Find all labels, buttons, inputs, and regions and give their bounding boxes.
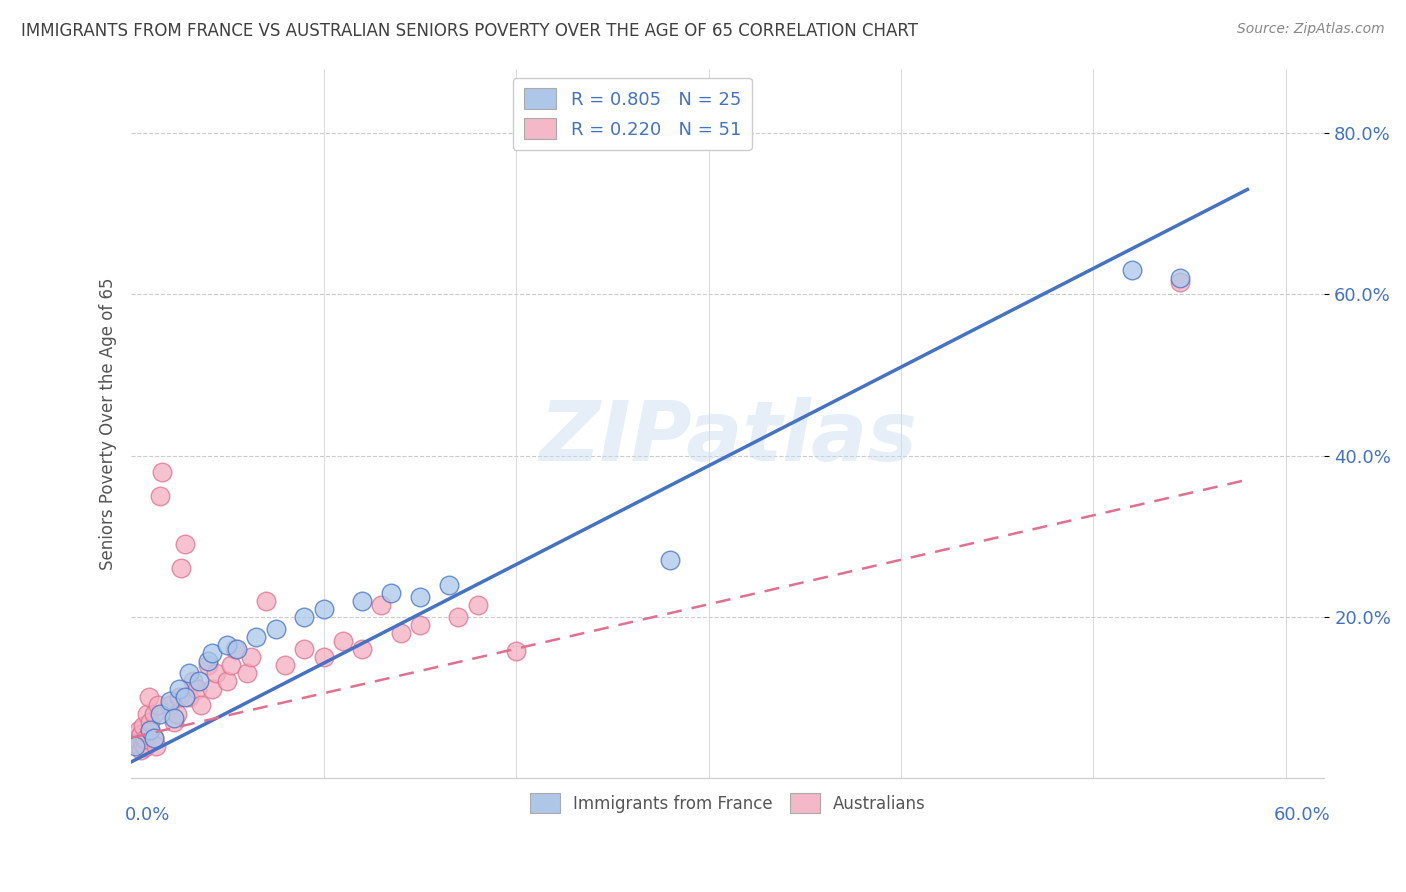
Point bbox=[135, 706, 157, 721]
Text: 60.0%: 60.0% bbox=[1274, 806, 1330, 824]
Point bbox=[174, 537, 197, 551]
Point bbox=[312, 601, 335, 615]
Point bbox=[124, 737, 146, 751]
Point bbox=[143, 706, 166, 721]
Point bbox=[190, 698, 212, 713]
Point bbox=[134, 732, 156, 747]
Point bbox=[174, 690, 197, 705]
Point bbox=[224, 642, 246, 657]
Point bbox=[159, 698, 181, 713]
Legend: Immigrants from France, Australians: Immigrants from France, Australians bbox=[523, 787, 932, 820]
Point bbox=[128, 723, 150, 737]
Point bbox=[181, 674, 204, 689]
Point bbox=[332, 634, 354, 648]
Point bbox=[177, 690, 200, 705]
Point bbox=[128, 735, 150, 749]
Text: Source: ZipAtlas.com: Source: ZipAtlas.com bbox=[1237, 22, 1385, 37]
Point bbox=[312, 650, 335, 665]
Point bbox=[274, 658, 297, 673]
Point bbox=[409, 590, 432, 604]
Point bbox=[132, 737, 155, 751]
Point bbox=[201, 682, 224, 697]
Point bbox=[129, 726, 152, 740]
Point bbox=[239, 650, 262, 665]
Point bbox=[294, 609, 316, 624]
Point bbox=[139, 723, 162, 737]
Point bbox=[217, 674, 239, 689]
Text: ZIPatlas: ZIPatlas bbox=[538, 397, 917, 478]
Point bbox=[138, 690, 160, 705]
Point bbox=[659, 553, 682, 567]
Point bbox=[132, 718, 155, 732]
Y-axis label: Seniors Poverty Over the Age of 65: Seniors Poverty Over the Age of 65 bbox=[100, 277, 117, 569]
Point bbox=[221, 658, 243, 673]
Point bbox=[139, 723, 162, 737]
Point bbox=[169, 690, 191, 705]
Point bbox=[162, 714, 184, 729]
Point bbox=[447, 609, 470, 624]
Point bbox=[129, 743, 152, 757]
Point bbox=[187, 674, 209, 689]
Point bbox=[186, 682, 208, 697]
Point bbox=[254, 593, 277, 607]
Point bbox=[145, 739, 167, 753]
Point bbox=[389, 626, 412, 640]
Point bbox=[139, 714, 162, 729]
Point bbox=[162, 710, 184, 724]
Point bbox=[505, 643, 527, 657]
Point bbox=[166, 706, 188, 721]
Point bbox=[1168, 271, 1191, 285]
Point bbox=[226, 642, 249, 657]
Point bbox=[201, 646, 224, 660]
Point bbox=[1168, 275, 1191, 289]
Point bbox=[134, 740, 156, 755]
Point bbox=[124, 739, 146, 753]
Point bbox=[1121, 263, 1143, 277]
Point bbox=[409, 617, 432, 632]
Point bbox=[159, 694, 181, 708]
Point bbox=[235, 666, 257, 681]
Point bbox=[148, 698, 170, 713]
Text: 0.0%: 0.0% bbox=[125, 806, 170, 824]
Point bbox=[352, 642, 374, 657]
Point bbox=[149, 489, 172, 503]
Point bbox=[150, 465, 173, 479]
Point bbox=[294, 642, 316, 657]
Point bbox=[437, 577, 460, 591]
Point bbox=[143, 731, 166, 745]
Point bbox=[170, 561, 193, 575]
Point bbox=[467, 598, 489, 612]
Point bbox=[143, 731, 166, 745]
Point bbox=[380, 585, 402, 599]
Point bbox=[125, 731, 148, 745]
Point bbox=[352, 593, 374, 607]
Point bbox=[177, 666, 200, 681]
Point bbox=[217, 638, 239, 652]
Point bbox=[370, 598, 392, 612]
Point bbox=[169, 682, 191, 697]
Point bbox=[197, 654, 219, 668]
Point bbox=[149, 706, 172, 721]
Point bbox=[205, 666, 228, 681]
Point bbox=[197, 658, 219, 673]
Point bbox=[264, 622, 287, 636]
Point bbox=[245, 630, 267, 644]
Text: IMMIGRANTS FROM FRANCE VS AUSTRALIAN SENIORS POVERTY OVER THE AGE OF 65 CORRELAT: IMMIGRANTS FROM FRANCE VS AUSTRALIAN SEN… bbox=[21, 22, 918, 40]
